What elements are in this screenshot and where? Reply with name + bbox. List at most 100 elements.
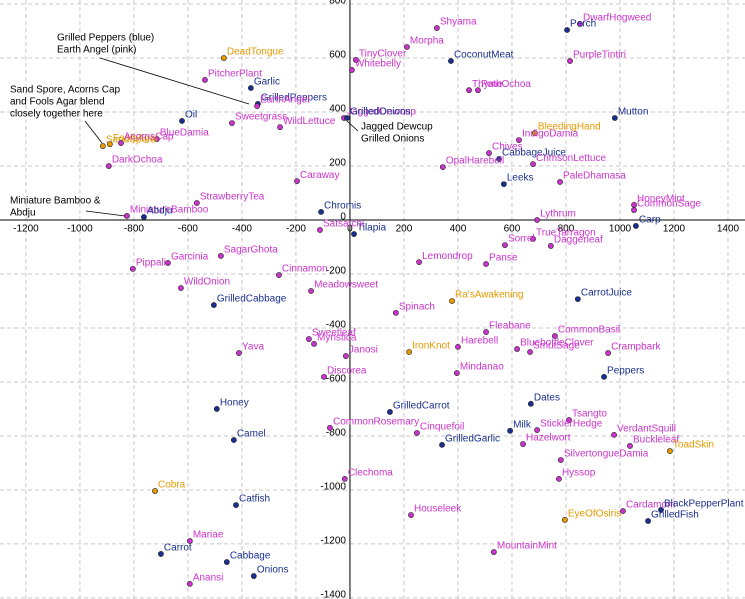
- point-label: Dates: [534, 392, 560, 403]
- point-label: Tsangto: [572, 409, 607, 420]
- point-label: Discorea: [327, 365, 367, 376]
- point-label: PitcherPlant: [208, 69, 262, 80]
- point: [392, 309, 399, 316]
- point-label: Thyme: [472, 79, 503, 90]
- point-label: ToadSkin: [673, 440, 714, 451]
- point-label: PaleDhamasa: [563, 171, 626, 182]
- point-label: Milk: [513, 419, 532, 430]
- point-label: Panse: [489, 253, 518, 264]
- point: [141, 214, 147, 220]
- point-label: BlueDamia: [160, 128, 209, 139]
- point: [220, 55, 227, 61]
- point-label: Tilapia: [357, 223, 387, 234]
- point: [574, 296, 581, 302]
- point-label: StrawberryTea: [200, 192, 265, 203]
- point: [99, 143, 106, 149]
- point-label: GrilledCarrot: [393, 401, 450, 412]
- y-tick-label: -1200: [320, 536, 346, 547]
- point-label: Clechoma: [348, 468, 393, 479]
- y-tick-label: -1400: [320, 590, 346, 599]
- y-tick-label: -200: [326, 266, 346, 277]
- point: [667, 448, 673, 454]
- point: [453, 370, 460, 376]
- point-label: BluebottleClover: [520, 338, 594, 349]
- point-label: Daggerleaf: [554, 235, 603, 246]
- point-label: Onions: [257, 565, 289, 576]
- point: [186, 538, 193, 544]
- point: [321, 373, 327, 380]
- point: [294, 178, 300, 185]
- point: [557, 179, 563, 185]
- point-label: Cabbage: [230, 551, 271, 562]
- point-label: Ra'sAwakening: [455, 290, 523, 301]
- point-label: Mariae: [193, 530, 224, 541]
- point: [567, 58, 573, 64]
- point: [179, 118, 185, 124]
- point-label: Peppers: [607, 365, 644, 376]
- point: [344, 115, 350, 121]
- point: [404, 44, 410, 50]
- point: [124, 213, 130, 219]
- annotation-text: closely together here: [10, 109, 103, 120]
- point: [343, 353, 349, 359]
- point: [129, 265, 136, 272]
- point: [557, 457, 564, 463]
- annotation-text: Jagged Dewcup: [361, 122, 433, 133]
- point-label: VerdantSquill: [617, 424, 676, 435]
- point: [645, 518, 651, 524]
- point-label: Caraway: [300, 170, 339, 181]
- point-label: DarkOchoa: [112, 155, 163, 166]
- point-label: Sweetleaf: [312, 328, 356, 339]
- point-label: HoneyMint: [637, 194, 685, 205]
- point: [605, 350, 611, 356]
- point-label: JaggedDewcup: [347, 107, 416, 118]
- point: [193, 200, 200, 206]
- point: [527, 400, 534, 407]
- point: [439, 441, 445, 448]
- point-label: PurpleTintiri: [573, 50, 626, 61]
- annotation-text: Miniature Bamboo &: [10, 196, 101, 207]
- point-label: Hyssop: [562, 468, 596, 479]
- point: [577, 21, 583, 27]
- point: [466, 87, 472, 94]
- point-label: Carrot: [164, 543, 192, 554]
- x-tick-label: 600: [504, 224, 521, 235]
- point-label: Fleabane: [489, 321, 531, 332]
- x-tick-label: -600: [178, 224, 198, 235]
- point: [118, 140, 124, 146]
- point: [490, 549, 497, 555]
- point: [530, 161, 536, 168]
- x-tick-label: -400: [232, 224, 252, 235]
- point-label: Buckleleaf: [633, 435, 679, 446]
- point-label: SmutSage: [533, 341, 580, 352]
- x-tick-label: -1200: [13, 224, 39, 235]
- point-label: GrilledCabbage: [217, 294, 287, 305]
- point: [327, 424, 333, 431]
- point-label: CommonRosemary: [333, 416, 419, 427]
- point: [348, 67, 355, 73]
- point: [449, 298, 455, 304]
- point: [247, 85, 254, 91]
- point: [306, 336, 312, 342]
- point-label: Hazelwort: [526, 433, 571, 444]
- point-label: GrilledOnions: [350, 107, 411, 118]
- point-label: Satsatchi: [323, 219, 364, 230]
- point: [311, 341, 317, 347]
- point: [277, 124, 283, 131]
- point-label: Anansi: [193, 573, 224, 584]
- point-label: Sweetgrass: [235, 112, 287, 123]
- point: [233, 502, 239, 508]
- point: [483, 261, 489, 267]
- annotation-text: Sand Spore, Acorns Cap: [10, 85, 121, 96]
- point: [631, 201, 637, 208]
- point-label: Lemondrop: [422, 251, 473, 262]
- point: [308, 288, 314, 294]
- point: [186, 580, 193, 587]
- point: [414, 430, 420, 436]
- x-tick-label: 800: [558, 224, 575, 235]
- point-label: Meadowsweet: [314, 280, 378, 291]
- point-label: TrueTarragon: [536, 228, 596, 239]
- point: [534, 427, 540, 433]
- point: [658, 507, 664, 513]
- point: [483, 329, 489, 335]
